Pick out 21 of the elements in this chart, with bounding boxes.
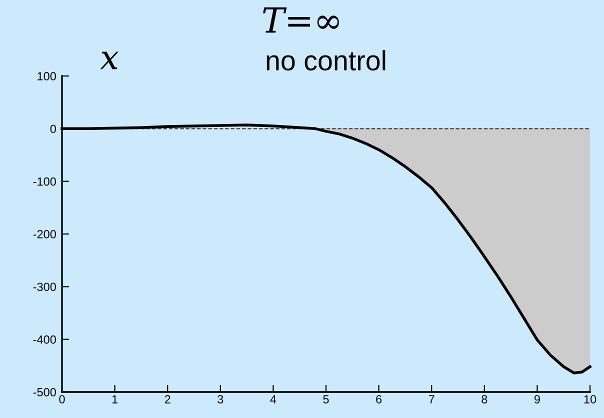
chart-title: T=∞: [263, 7, 339, 33]
x-tick-label: 2: [164, 395, 170, 404]
x-tick-label: 5: [323, 395, 329, 404]
y-tick-label: -100: [33, 177, 56, 186]
y-tick-label: -200: [33, 230, 56, 238]
y-tick-label: -500: [33, 388, 56, 396]
x-tick-label: 9: [534, 395, 540, 404]
x-tick-label: 0: [59, 395, 65, 404]
x-tick-label: 6: [376, 395, 382, 404]
y-tick-label: 100: [38, 72, 56, 80]
x-tick-label: 1: [112, 395, 118, 404]
y-axis-title: x: [100, 52, 118, 70]
y-tick-label: -300: [33, 282, 56, 292]
x-tick-label: 8: [482, 395, 488, 404]
y-tick-label: -400: [33, 335, 56, 344]
chart-subtitle: no control: [266, 50, 386, 71]
x-tick-label: 7: [428, 395, 434, 404]
x-tick-label: 10: [584, 395, 596, 404]
y-tick-label: 0: [50, 124, 56, 134]
x-tick-label: 4: [270, 395, 276, 404]
x-tick-label: 3: [218, 395, 224, 404]
